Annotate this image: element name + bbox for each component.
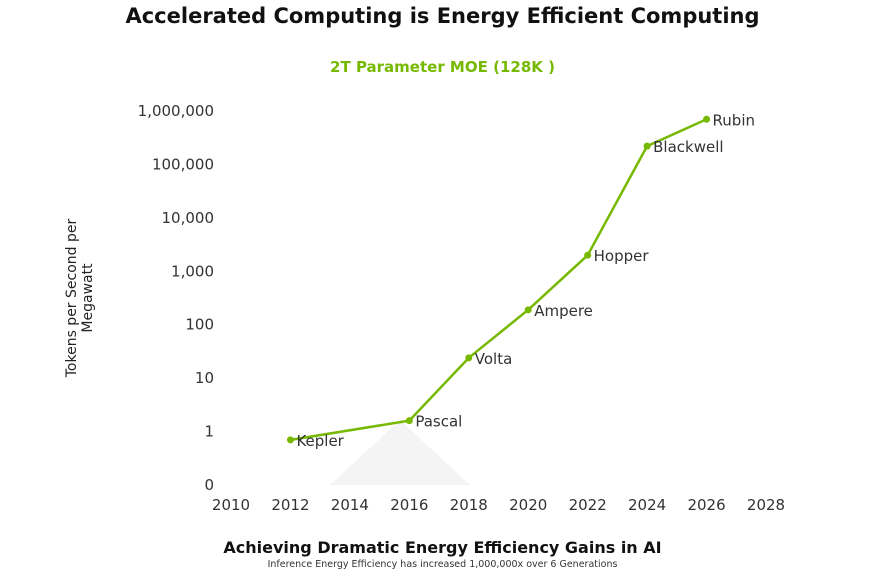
data-point-blackwell bbox=[643, 142, 651, 150]
y-tick-label: 100,000 bbox=[152, 155, 214, 173]
y-tick-label: 10 bbox=[195, 369, 214, 387]
footer-subtitle: Inference Energy Efficiency has increase… bbox=[267, 559, 618, 570]
x-tick-label: 2020 bbox=[509, 496, 547, 514]
data-point-pascal bbox=[405, 417, 413, 425]
x-tick-label: 2014 bbox=[331, 496, 369, 514]
x-tick-label: 2024 bbox=[628, 496, 666, 514]
x-tick-label: 2010 bbox=[212, 496, 250, 514]
data-label-kepler: Kepler bbox=[296, 432, 344, 450]
y-tick-label: 0 bbox=[204, 476, 214, 494]
data-point-volta bbox=[465, 354, 473, 362]
y-tick-label: 1 bbox=[204, 423, 214, 441]
x-tick-label: 2016 bbox=[390, 496, 428, 514]
data-label-pascal: Pascal bbox=[415, 413, 462, 431]
data-label-ampere: Ampere bbox=[534, 302, 593, 320]
data-label-rubin: Rubin bbox=[713, 111, 755, 129]
x-tick-label: 2018 bbox=[450, 496, 488, 514]
y-tick-label: 100 bbox=[185, 316, 214, 334]
data-label-blackwell: Blackwell bbox=[653, 138, 723, 156]
series-line bbox=[290, 118, 708, 442]
data-point-ampere bbox=[524, 306, 532, 314]
x-tick-label: 2026 bbox=[687, 496, 725, 514]
data-point-kepler bbox=[286, 436, 294, 444]
data-point-rubin bbox=[703, 115, 711, 123]
footer-title: Achieving Dramatic Energy Efficiency Gai… bbox=[223, 538, 662, 557]
data-point-hopper bbox=[584, 251, 592, 259]
watermark-shape bbox=[330, 420, 470, 485]
x-tick-label: 2012 bbox=[271, 496, 309, 514]
data-label-hopper: Hopper bbox=[594, 247, 650, 265]
y-tick-label: 1,000,000 bbox=[138, 102, 214, 120]
x-tick-label: 2022 bbox=[569, 496, 607, 514]
y-tick-label: 1,000 bbox=[171, 262, 214, 280]
x-tick-label: 2028 bbox=[747, 496, 785, 514]
y-tick-label: 10,000 bbox=[162, 209, 215, 227]
chart-title: Accelerated Computing is Energy Efficien… bbox=[125, 4, 760, 28]
chart-subtitle: 2T Parameter MOE (128K ) bbox=[330, 58, 555, 76]
data-label-volta: Volta bbox=[475, 350, 513, 368]
